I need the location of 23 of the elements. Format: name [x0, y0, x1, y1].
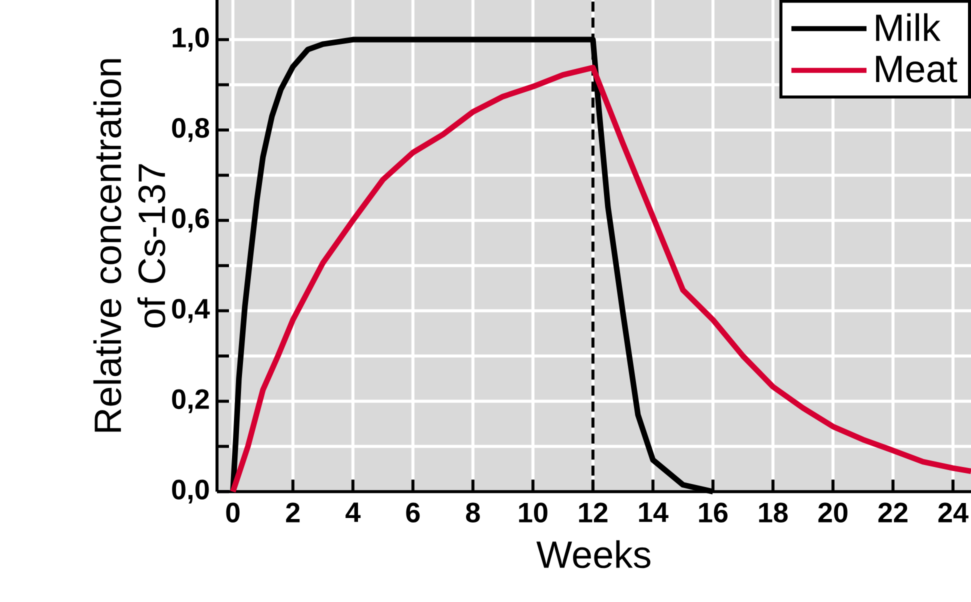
x-tick-label: 20 [818, 502, 848, 522]
x-tick-label: 10 [519, 502, 548, 522]
x-tick-label: 24 [938, 502, 968, 522]
legend-label: Meat [876, 56, 958, 82]
x-tick-label: 2 [286, 502, 300, 522]
x-tick-label: 6 [406, 502, 420, 522]
y-tick-label: 0,4 [172, 298, 210, 323]
x-tick-label: 4 [346, 502, 361, 522]
x-tick-label: 22 [878, 502, 908, 522]
y-axis-title: Relative concentration of Cs-137 [93, 59, 166, 432]
x-tick-label: 8 [466, 502, 480, 522]
x-axis-title: Weeks [536, 540, 650, 568]
y-tick-label: 0,2 [172, 389, 209, 414]
x-tick-label: 12 [579, 502, 608, 522]
y-tick-label: 1,0 [172, 28, 209, 52]
x-tick-label: 16 [699, 502, 728, 522]
x-tick-label: 14 [639, 502, 668, 522]
y-tick-label: 0,6 [172, 208, 209, 232]
y-tick-label: 0,0 [172, 480, 209, 504]
legend-label: Milk [876, 13, 941, 41]
x-tick-label: 0 [226, 502, 240, 522]
x-tick-label: 18 [759, 502, 788, 522]
y-tick-label: 0,8 [172, 118, 210, 142]
